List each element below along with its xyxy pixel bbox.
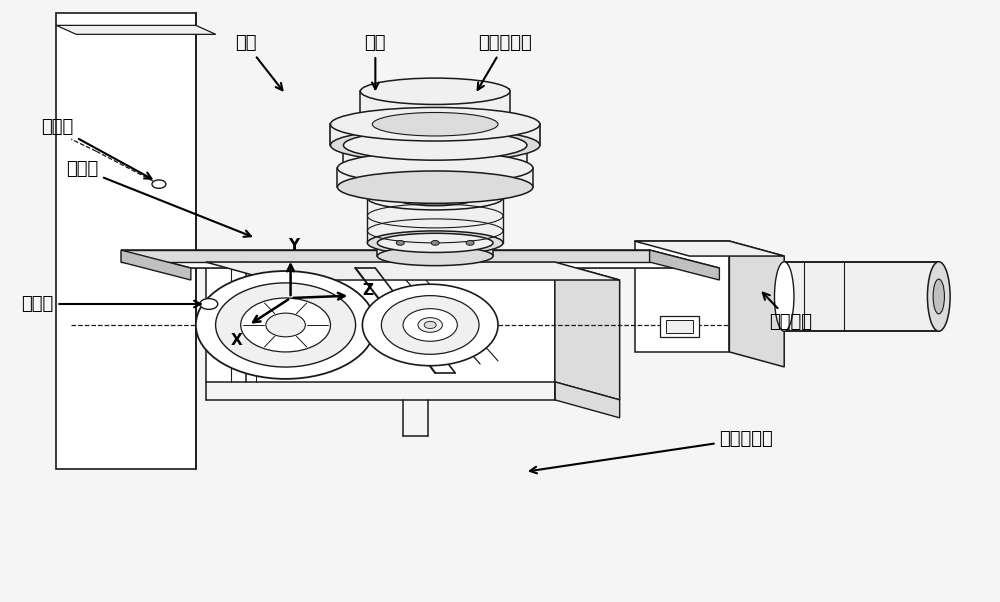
Polygon shape [56, 25, 216, 34]
Circle shape [152, 180, 166, 188]
Ellipse shape [367, 231, 503, 255]
Circle shape [381, 296, 479, 355]
Circle shape [396, 240, 404, 245]
Text: 工业机器人: 工业机器人 [530, 430, 773, 473]
Bar [660, 316, 699, 337]
Circle shape [466, 240, 474, 245]
Text: 试验件: 试验件 [66, 160, 251, 237]
Text: X: X [231, 333, 243, 348]
Ellipse shape [343, 130, 527, 160]
Ellipse shape [377, 234, 493, 252]
Circle shape [418, 318, 442, 332]
Polygon shape [121, 250, 650, 262]
Polygon shape [555, 262, 620, 400]
Text: 制孔主轴: 制孔主轴 [763, 293, 812, 331]
Polygon shape [377, 243, 493, 256]
Circle shape [424, 321, 436, 329]
Polygon shape [635, 241, 729, 352]
Polygon shape [729, 241, 784, 367]
Circle shape [196, 271, 375, 379]
Polygon shape [395, 187, 475, 198]
Circle shape [200, 299, 218, 309]
Ellipse shape [395, 179, 475, 195]
Ellipse shape [372, 113, 498, 136]
Text: Z: Z [362, 284, 373, 299]
Ellipse shape [367, 186, 503, 210]
Ellipse shape [337, 152, 533, 184]
Text: 定位钉: 定位钉 [41, 118, 151, 179]
Polygon shape [555, 382, 620, 418]
Ellipse shape [343, 153, 527, 183]
Text: Y: Y [288, 238, 299, 253]
Ellipse shape [330, 107, 540, 141]
Polygon shape [360, 92, 510, 124]
Ellipse shape [395, 190, 475, 206]
Circle shape [216, 283, 356, 367]
Polygon shape [343, 145, 527, 168]
Polygon shape [367, 198, 503, 243]
Polygon shape [337, 168, 533, 187]
Polygon shape [650, 250, 719, 280]
Text: 制孔点: 制孔点 [21, 295, 201, 313]
Polygon shape [206, 262, 620, 280]
Text: 视觉摄像机: 视觉摄像机 [478, 34, 532, 90]
Ellipse shape [360, 78, 510, 105]
Circle shape [362, 284, 498, 366]
Circle shape [431, 240, 439, 245]
Polygon shape [56, 13, 196, 469]
Polygon shape [121, 250, 191, 280]
Polygon shape [784, 262, 939, 331]
Text: 光源: 光源 [235, 34, 282, 90]
Polygon shape [635, 241, 784, 256]
Ellipse shape [337, 171, 533, 203]
Bar [666, 320, 693, 334]
Ellipse shape [933, 279, 944, 314]
Circle shape [266, 313, 305, 337]
Ellipse shape [927, 262, 950, 331]
Ellipse shape [774, 262, 794, 331]
Polygon shape [206, 262, 555, 382]
Ellipse shape [377, 246, 493, 265]
Circle shape [241, 298, 330, 352]
Text: 镜头: 镜头 [365, 34, 386, 89]
Polygon shape [330, 124, 540, 145]
Polygon shape [121, 250, 719, 268]
Circle shape [403, 309, 457, 341]
Ellipse shape [330, 128, 540, 162]
